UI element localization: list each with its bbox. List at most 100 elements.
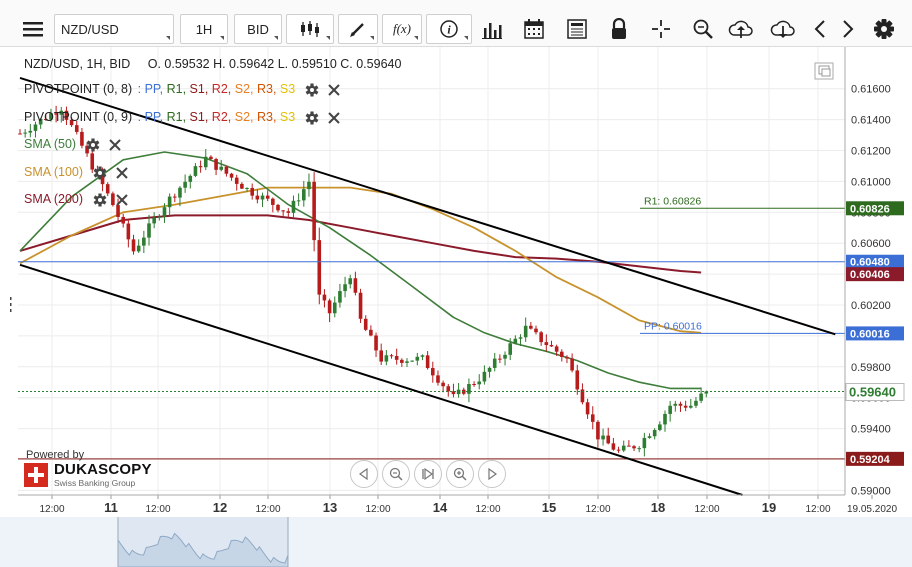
- x-tick-label: 11: [104, 500, 118, 515]
- legend-sma200[interactable]: SMA (200): [24, 192, 128, 207]
- crosshair-icon[interactable]: [648, 16, 674, 42]
- candle-body: [704, 391, 709, 394]
- candle-body: [229, 173, 234, 178]
- reset-view-button[interactable]: [414, 460, 442, 488]
- candle-body: [38, 118, 43, 125]
- close-icon[interactable]: [328, 83, 340, 96]
- candle-body: [590, 414, 595, 422]
- x-tick-label: 12:00: [39, 504, 64, 515]
- legend-title-row: NZD/USD, 1H, BID O. 0.59532 H. 0.59642 L…: [24, 57, 401, 71]
- candle-body: [699, 393, 703, 401]
- candle-body: [353, 278, 358, 293]
- candle-body: [673, 403, 678, 406]
- side-select[interactable]: BID: [234, 14, 282, 44]
- legend-sma50[interactable]: SMA (50): [24, 137, 121, 152]
- candle-body: [152, 217, 156, 224]
- triangle-right-icon: [488, 468, 498, 480]
- scroll-right-button[interactable]: [478, 460, 506, 488]
- close-icon[interactable]: [116, 166, 128, 179]
- upload-icon[interactable]: [728, 16, 754, 42]
- draw-button[interactable]: [338, 14, 378, 44]
- function-button[interactable]: f(x): [382, 14, 422, 44]
- prev-icon[interactable]: [807, 16, 833, 42]
- chart-type-button[interactable]: [286, 14, 334, 44]
- volume-bars-icon[interactable]: [479, 16, 505, 42]
- gear-icon[interactable]: [93, 166, 107, 180]
- price-tag-label: 0.60480: [850, 257, 890, 269]
- candle-body: [482, 371, 487, 382]
- zoom-in-button[interactable]: [446, 460, 474, 488]
- legend-pivot2[interactable]: PIVOTPOINT (0, 9) : PP, R1, S1, R2, S2, …: [24, 110, 340, 125]
- candle-body: [44, 118, 48, 120]
- close-icon[interactable]: [116, 193, 128, 206]
- candle-body: [234, 177, 239, 184]
- dukascopy-logo[interactable]: DUKASCOPY Swiss Banking Group: [24, 461, 151, 491]
- zoom-icon[interactable]: [690, 16, 716, 42]
- candle-body: [167, 196, 172, 208]
- candle-body: [606, 435, 611, 444]
- x-tick-label: 19: [762, 500, 776, 515]
- close-icon[interactable]: [109, 138, 121, 151]
- legend-pivot1[interactable]: PIVOTPOINT (0, 8) : PP, R1, S1, R2, S2, …: [24, 82, 340, 97]
- sma100-label: SMA (100): [24, 165, 84, 179]
- info-icon: i: [440, 20, 458, 38]
- download-icon[interactable]: [770, 16, 796, 42]
- candle-body: [54, 113, 58, 115]
- price-tag: [846, 201, 904, 216]
- menu-icon[interactable]: [20, 16, 46, 42]
- candle-body: [322, 294, 327, 301]
- price-tag: [846, 254, 904, 269]
- candle-body: [111, 193, 115, 206]
- candle-body: [209, 156, 213, 160]
- x-tick-label: 14: [433, 500, 448, 515]
- toolbar: NZD/USD 1H BID f(x) i: [0, 0, 912, 47]
- scroll-left-button[interactable]: [350, 460, 378, 488]
- candle-body: [100, 171, 105, 185]
- y-tick-label: 0.60200: [851, 300, 891, 312]
- candle-body: [694, 400, 698, 406]
- chevron-down-icon: [166, 36, 170, 40]
- resize-handle[interactable]: [9, 297, 13, 315]
- candle-body: [554, 346, 559, 352]
- powered-by-label: Powered by: [26, 449, 85, 461]
- info-button[interactable]: i: [426, 14, 472, 44]
- candle-body: [121, 216, 125, 224]
- next-icon[interactable]: [835, 16, 861, 42]
- chevron-down-icon: [274, 36, 278, 40]
- instrument-select[interactable]: NZD/USD: [54, 14, 174, 44]
- candle-body: [611, 443, 616, 450]
- timeframe-select[interactable]: 1H: [180, 14, 228, 44]
- candle-body: [317, 240, 322, 295]
- gear-icon[interactable]: [305, 83, 319, 97]
- restore-icon[interactable]: [814, 62, 834, 80]
- report-icon[interactable]: [564, 16, 590, 42]
- candle-body: [286, 211, 291, 213]
- legend-sma100[interactable]: SMA (100): [24, 165, 128, 180]
- close-icon[interactable]: [328, 111, 340, 124]
- candle-body: [183, 181, 187, 188]
- candle-body: [219, 166, 224, 170]
- gear-icon[interactable]: [305, 111, 319, 125]
- gear-icon[interactable]: [86, 138, 100, 152]
- zoom-out-button[interactable]: [382, 460, 410, 488]
- candle-body: [637, 448, 641, 450]
- candle-body: [224, 166, 229, 174]
- lock-icon[interactable]: [606, 16, 632, 42]
- channel-lower-line: [19, 263, 743, 496]
- pivot2-s1: S1,: [189, 110, 209, 124]
- candle-body: [534, 328, 538, 333]
- sma200-tag: [846, 267, 904, 282]
- candle-body: [621, 445, 626, 451]
- zoom-in-icon: [453, 467, 467, 481]
- candle-body: [203, 156, 208, 168]
- calendar-icon[interactable]: [521, 16, 547, 42]
- candle-body: [369, 329, 373, 336]
- candle-body: [188, 175, 193, 182]
- x-tick-label: 12:00: [585, 504, 610, 515]
- candle-body: [291, 200, 296, 213]
- function-icon: f(x): [392, 21, 412, 36]
- pivot2-sep: :: [137, 110, 142, 124]
- gear-icon[interactable]: [93, 193, 107, 207]
- gear-icon[interactable]: [871, 16, 897, 42]
